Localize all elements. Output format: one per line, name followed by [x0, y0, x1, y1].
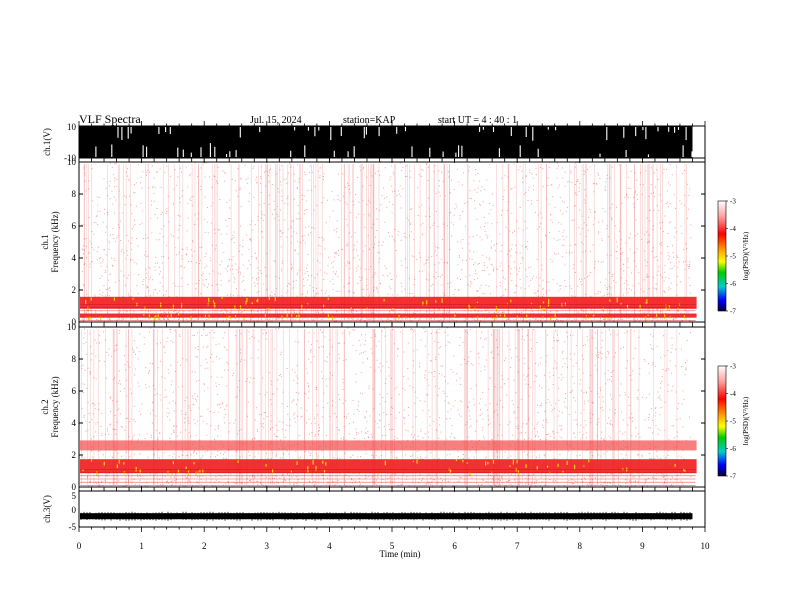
ch1-colorbar-title: log(PSD)(V²/Hz) — [742, 231, 750, 280]
ch3-waveform-band — [80, 513, 693, 520]
ch2-colorbar-scale — [717, 365, 727, 477]
ch1-colorbar-label: -4 — [730, 225, 736, 233]
ch2-colorbar-label: -3 — [730, 363, 736, 371]
ch3-waveform-frame — [78, 490, 706, 528]
ch1-ylabel: ch.1(V) — [42, 128, 52, 156]
time-axis-ticks: 0 1 2 3 4 5 6 7 8 9 10 — [77, 121, 710, 551]
ch2-ylabel-frequency: Frequency (kHz) — [50, 376, 60, 437]
ch1-spec-band-high — [80, 313, 697, 318]
ch1-colorbar-scale — [717, 200, 727, 312]
ch2-ytick-label: 4 — [72, 418, 77, 428]
time-axis-label: Time (min) — [380, 549, 421, 559]
ch1-ytick-label: 4 — [72, 253, 77, 263]
time-tick-label: 1 — [139, 541, 144, 551]
ch2-colorbar-label: -7 — [730, 473, 736, 481]
time-tick-label: 4 — [327, 541, 332, 551]
ch1-ytick-label: 8 — [72, 189, 77, 199]
time-tick-label: 9 — [640, 541, 645, 551]
time-tick-label: 8 — [578, 541, 583, 551]
ch1-spectrogram-panel: 0 2 4 6 8 10 ch.1 Frequency (kHz) -3 -4 -5 -6 -7 l… — [40, 157, 750, 327]
ch3-ytick-top: 5 — [72, 491, 77, 501]
ch1-colorbar-label: -3 — [730, 198, 736, 206]
time-tick-label: 5 — [390, 541, 395, 551]
ch2-spec-band-medium — [80, 440, 697, 451]
ch3-waveform-panel: 5 0 -5 ch.3(V) 0 1 2 3 4 5 6 7 8 9 10 Time (min) — [42, 121, 710, 559]
ch2-colorbar-title: log(PSD)(V²/Hz) — [742, 396, 750, 445]
ch3-ylabel: ch.3(V) — [42, 495, 52, 523]
ch1-ytick-bottom: -10 — [64, 153, 76, 163]
figure-title: VLF Spectra — [79, 112, 141, 126]
ch3-ytick-mid: 0 — [72, 505, 77, 515]
ch1-spec-streaks — [83, 164, 687, 320]
date-label: Jul. 15, 2024 — [250, 115, 302, 126]
ch2-colorbar: -3 -4 -5 -6 -7 log(PSD)(V²/Hz) — [717, 363, 750, 481]
ch1-ytick-label: 2 — [72, 285, 77, 295]
ch2-colorbar-label: -6 — [730, 445, 736, 453]
time-tick-label: 7 — [515, 541, 520, 551]
ch1-colorbar-label: -5 — [730, 253, 736, 261]
ch1-waveform-fill — [79, 126, 693, 158]
time-tick-label: 0 — [77, 541, 82, 551]
ch2-spec-harmonic-lines — [80, 469, 696, 486]
time-tick-label: 10 — [701, 541, 711, 551]
ch2-ytick-label: 6 — [72, 386, 77, 396]
ch2-colorbar-label: -4 — [730, 390, 736, 398]
station-label: station=KAP — [343, 115, 396, 126]
ch1-spectrogram-heatmap — [80, 161, 704, 323]
ch2-spectrogram-panel: 0 2 4 6 8 10 ch.2 Frequency (kHz) -3 -4 -5 -6 -7 l… — [40, 322, 750, 492]
time-tick-label: 6 — [452, 541, 457, 551]
ch1-colorbar-label: -6 — [730, 280, 736, 288]
ch1-ytick-label: 10 — [67, 157, 77, 167]
ch2-spectrogram-heatmap — [80, 326, 704, 488]
ch1-ytick-top: 10 — [67, 122, 77, 132]
ch3-waveform-jitter — [80, 511, 691, 521]
time-tick-label: 2 — [202, 541, 207, 551]
ch3-ytick-bottom: -5 — [69, 522, 77, 532]
ch1-ylabel-channel: ch.1 — [40, 234, 50, 249]
ch1-spec-harmonic-lines — [80, 304, 696, 321]
ch1-waveform-gaps — [95, 127, 693, 157]
ch1-waveform-trace — [79, 126, 693, 158]
ch2-ytick-label: 2 — [72, 450, 77, 460]
ch2-colorbar-label: -5 — [730, 418, 736, 426]
start-time-label: start UT = 4 : 40 : 1 — [438, 115, 517, 126]
ch1-yticks: 0 2 4 6 8 10 — [67, 157, 705, 327]
ch1-ytick-label: 0 — [72, 317, 77, 327]
ch2-spec-band-high — [80, 459, 697, 474]
ch3-waveform-trace — [80, 511, 693, 521]
ch1-colorbar-label: -7 — [730, 308, 736, 316]
ch1-ytick-label: 6 — [72, 221, 77, 231]
ch2-yticks: 0 2 4 6 8 10 — [67, 322, 705, 492]
ch2-spec-streaks — [81, 329, 678, 485]
ch1-ylabel-frequency: Frequency (kHz) — [50, 211, 60, 272]
ch2-ytick-label: 10 — [67, 322, 77, 332]
ch1-spec-band-high — [80, 296, 697, 309]
ch2-ytick-label: 8 — [72, 354, 77, 364]
ch1-colorbar: -3 -4 -5 -6 -7 log(PSD)(V²/Hz) — [717, 198, 750, 316]
ch2-ylabel-channel: ch.2 — [40, 399, 50, 414]
ch1-waveform-panel: 10 -10 ch.1(V) — [42, 122, 706, 163]
ch2-ytick-label: 0 — [72, 482, 77, 492]
time-tick-label: 3 — [265, 541, 270, 551]
